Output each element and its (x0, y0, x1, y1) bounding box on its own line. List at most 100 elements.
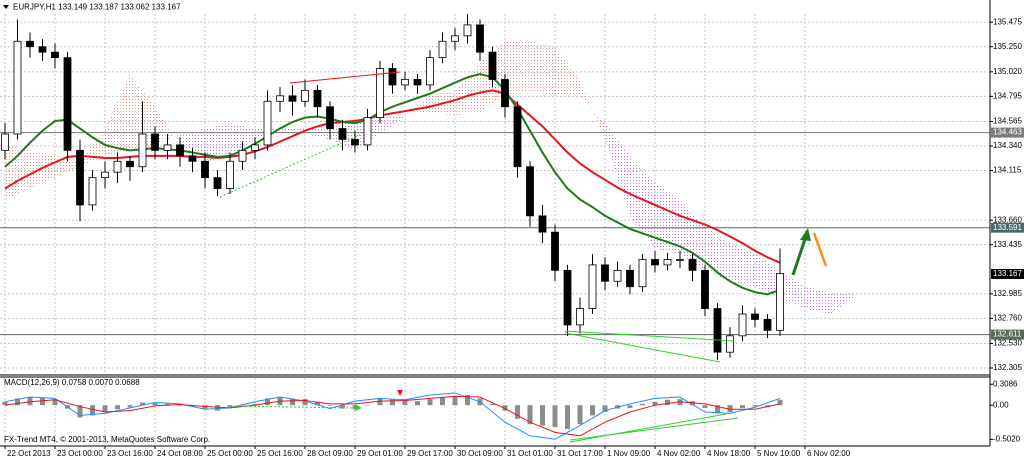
candle-body (388, 68, 397, 86)
candle-body (76, 149, 84, 206)
x-tick-label: 1 Nov 09:00 (607, 449, 651, 458)
candle-body (713, 308, 722, 353)
macd-bar (515, 405, 520, 419)
y-tick-label: -0.5020 (993, 434, 1021, 443)
macd-bar (527, 405, 533, 425)
candle-body (51, 51, 59, 59)
y-tick-label: 0.00 (993, 400, 1009, 409)
macd-bar (640, 403, 645, 406)
candle-body (363, 117, 372, 146)
candle-body (438, 40, 447, 59)
candle-body (226, 160, 234, 189)
macd-bar (715, 405, 720, 414)
candle-body (126, 160, 134, 168)
candle-body (651, 259, 659, 266)
macd-bar (740, 405, 745, 408)
candle-body (563, 269, 572, 326)
macd-bar (115, 405, 120, 410)
arrow-head (800, 228, 811, 241)
candle-body (338, 128, 347, 140)
candle-body (376, 68, 384, 119)
macd-bar (577, 405, 583, 425)
y-tick-label: 135.475 (993, 17, 1022, 26)
candle-body (676, 259, 684, 261)
macd-bar (127, 405, 133, 408)
candle-body (451, 35, 459, 42)
x-tick-label: 25 Oct 00:00 (207, 449, 253, 458)
candle-body (588, 264, 597, 309)
macd-bar (590, 405, 595, 416)
candle-body (576, 308, 584, 326)
moving-average (4, 72, 781, 296)
x-tick-label: 25 Oct 16:00 (257, 449, 303, 458)
x-tick-label: 4 Nov 02:00 (657, 449, 701, 458)
trend-line (564, 332, 721, 363)
candle-body (13, 40, 22, 135)
macd-title: MACD(12,26,9) 0.0758 0.0070 0.0688 (4, 378, 140, 387)
macd-bar (215, 405, 220, 411)
candle-body (663, 259, 672, 266)
y-tick-label: 135.020 (993, 67, 1022, 76)
candle-body (413, 79, 422, 86)
cloud-segment (780, 270, 805, 309)
macd-bar (52, 399, 58, 406)
macd-bar (702, 405, 708, 408)
candle-body (526, 166, 534, 217)
macd-bar (27, 397, 33, 406)
y-tick-label: 132.305 (993, 363, 1022, 372)
candle-body (263, 100, 272, 146)
candle-body (63, 57, 72, 151)
cloud-segment (630, 155, 655, 249)
candle-body (238, 149, 247, 162)
candle-body (101, 171, 109, 179)
level-label: 134.463 (993, 128, 1022, 137)
candle-body (213, 177, 222, 189)
cloud-segment (805, 286, 830, 314)
candle-body (201, 160, 209, 179)
macd-layer (2, 392, 783, 440)
macd-bar (177, 405, 183, 406)
candle-body (276, 95, 284, 102)
candle-body (138, 133, 147, 168)
cloud-segment (580, 79, 605, 140)
trend-line (219, 134, 361, 198)
macd-bar (777, 399, 783, 406)
candle-body (776, 273, 784, 331)
candle-body (313, 89, 322, 108)
macd-bar (377, 398, 383, 406)
candle-body (626, 269, 634, 288)
macd-bar (465, 395, 470, 406)
candle-body (763, 319, 772, 331)
x-tick-label: 22 Oct 2013 (7, 449, 51, 458)
macd-bar (490, 403, 495, 406)
x-tick-label: 31 Oct 01:00 (507, 449, 553, 458)
x-tick-label: 23 Oct 00:00 (57, 449, 103, 458)
candle-body (513, 106, 522, 168)
candle-body (688, 259, 697, 271)
macd-bar (165, 403, 170, 406)
axis-layer: 135.475 135.250 135.020 134.795 134.565 134.3… (4, 17, 1024, 458)
candle-body (326, 106, 334, 129)
candle-body (26, 40, 34, 48)
macd-bar (265, 398, 270, 406)
y-tick-label: 133.660 (993, 215, 1022, 224)
cloud-segment (380, 115, 405, 134)
footer: FX-Trend MT4, © 2001-2013, MetaQuotes So… (4, 435, 210, 444)
macd-bar (140, 402, 145, 406)
trend-line (569, 417, 739, 441)
macd-bar (90, 405, 95, 416)
level-label: 133.591 (993, 223, 1022, 232)
cloud-segment (755, 254, 780, 298)
trend-line (569, 413, 727, 443)
candle-body (726, 335, 734, 353)
x-tick-label: 29 Oct 17:00 (407, 449, 453, 458)
cloud-segment (555, 46, 580, 96)
cloud-segment (505, 41, 530, 96)
candle-body (151, 133, 159, 151)
macd-bar (752, 405, 758, 407)
trend-line (229, 405, 356, 409)
macd-bar (390, 399, 395, 406)
cloud-segment (730, 243, 755, 287)
candle-body (701, 269, 709, 309)
